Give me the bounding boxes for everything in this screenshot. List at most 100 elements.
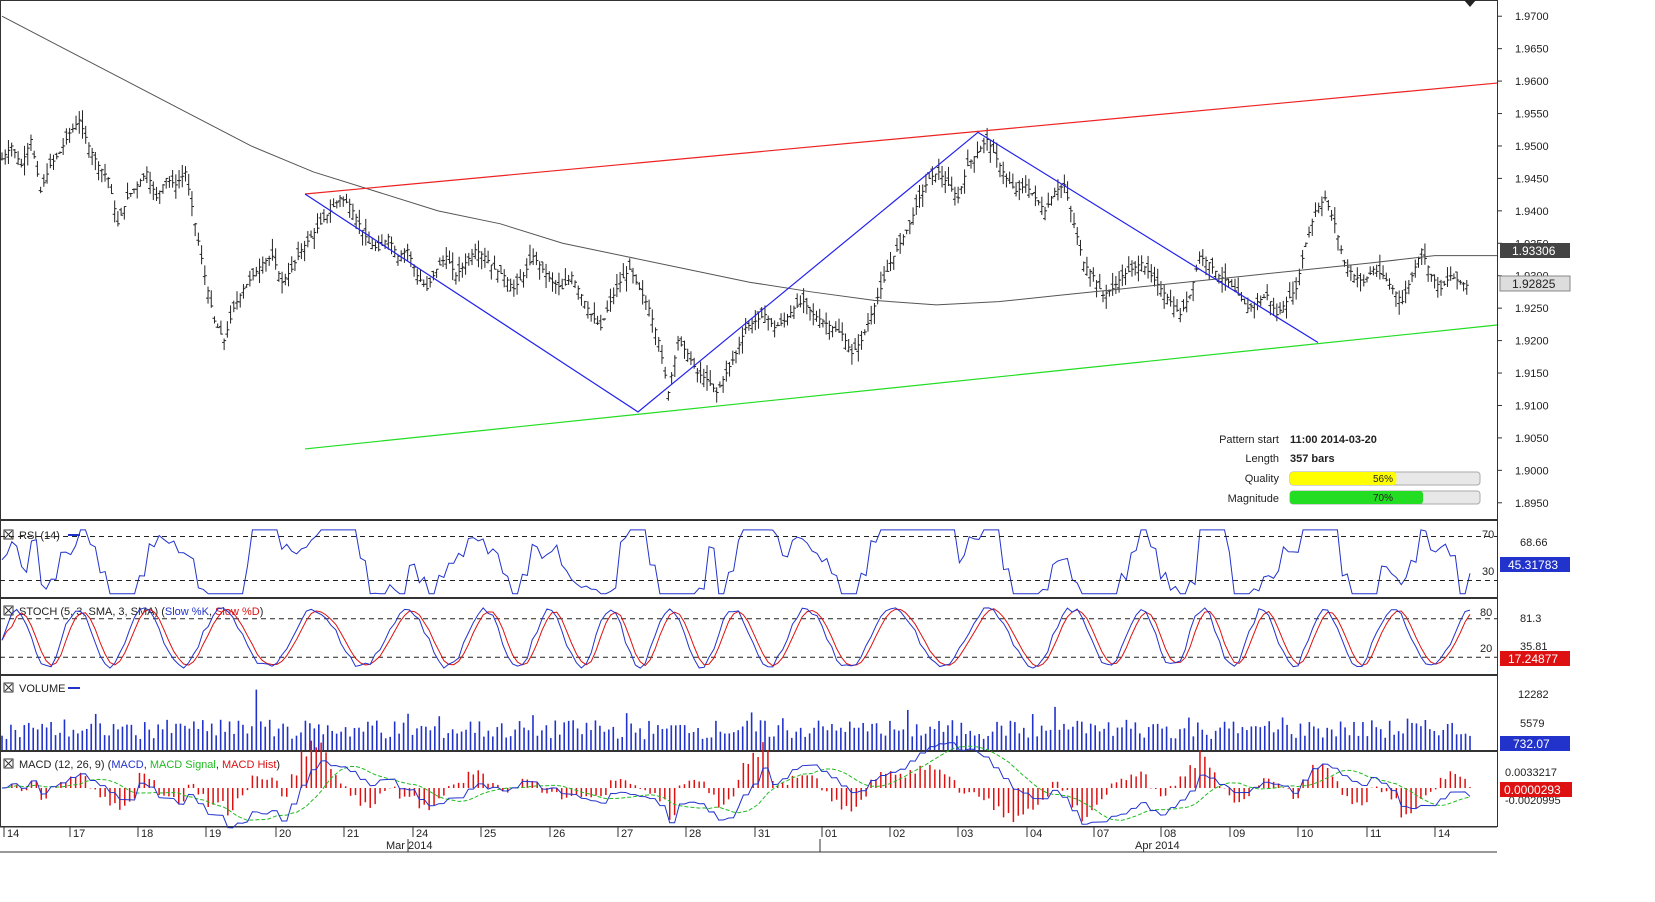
x-tick-label: 31 — [758, 828, 770, 840]
price-tick-label: 1.9700 — [1515, 11, 1549, 23]
stoch-level-20: 20 — [1480, 643, 1492, 655]
volume-current-value: 732.07 — [1513, 737, 1550, 751]
magnitude-bar-fill — [1290, 491, 1423, 504]
x-tick-label: 09 — [1233, 828, 1245, 840]
price-value-tag: 1.92825 — [1499, 275, 1571, 292]
current-price-label: 1.92825 — [1512, 277, 1556, 291]
macd-histogram — [6, 740, 1471, 823]
macd-legend-hist: MACD Hist — [222, 759, 276, 771]
time-axis: 14 17 18 19 20 21 24 25 26 27 28 31 01 02 03 04 07 08 09 10… — [3, 827, 1450, 852]
x-month-label: Mar 2014 — [386, 840, 432, 852]
panel-frame — [0, 598, 1498, 675]
stoch-d-line — [1, 608, 1471, 668]
stoch-title: STOCH (5, 3, SMA, 3, SMA) — [19, 606, 158, 618]
panel-frame — [0, 0, 1498, 520]
price-tick-label: 1.9000 — [1515, 465, 1549, 477]
pattern-info-box: Pattern start 11:00 2014-03-20 Length 35… — [1219, 434, 1481, 505]
resistance-line — [304, 82, 1498, 195]
price-tick-label: 1.9050 — [1515, 433, 1549, 445]
price-tick-label: 1.9150 — [1515, 368, 1549, 380]
x-tick-label: 14 — [1438, 828, 1450, 840]
macd-legend-signal: MACD Signal — [150, 759, 216, 771]
x-tick-label: 17 — [73, 828, 85, 840]
panel-frames — [0, 0, 1498, 853]
x-tick-label: 25 — [484, 828, 496, 840]
rsi-panel: RSI (14) 70 30 68.66 45.31783 — [0, 529, 1570, 595]
price-tick-label: 1.9250 — [1515, 303, 1549, 315]
stoch-k-line — [1, 607, 1471, 669]
pattern-zigzag — [304, 131, 1319, 413]
volume-axis-label-1: 12282 — [1518, 689, 1549, 701]
macd-current-value: 0.0000293 — [1504, 783, 1561, 797]
macd-axis-label-2: -0.0020995 — [1505, 795, 1561, 807]
stoch-axis-label-1: 81.3 — [1520, 613, 1541, 625]
price-panel: 1.9700 1.9650 1.9600 1.9550 1.9500 1.9450 1.94… — [0, 0, 1571, 510]
ma-value-label: 1.93306 — [1512, 244, 1556, 258]
ma-value-tag: 1.93306 — [1500, 243, 1570, 258]
scroll-marker-icon[interactable] — [1464, 0, 1476, 7]
rsi-level-30: 30 — [1482, 566, 1494, 578]
x-tick-label: 24 — [416, 828, 428, 840]
x-tick-label: 14 — [7, 828, 19, 840]
x-tick-label: 08 — [1164, 828, 1176, 840]
macd-legend-macd: MACD — [111, 759, 143, 771]
macd-line — [1, 742, 1471, 829]
volume-bars — [1, 689, 1471, 750]
length-value: 357 bars — [1290, 453, 1335, 465]
svg-text:STOCH (5, 3, SMA, 3, SMA): STOCH (5, 3, SMA, 3, SMA) (Slow %K, Slow… — [19, 606, 263, 618]
x-tick-label: 27 — [621, 828, 633, 840]
rsi-level-70: 70 — [1482, 529, 1494, 541]
price-tick-label: 1.9200 — [1515, 336, 1549, 348]
stoch-level-80: 80 — [1480, 607, 1492, 619]
macd-axis-label-1: 0.0033217 — [1505, 767, 1557, 779]
rsi-value-tag: 45.31783 — [1500, 557, 1570, 572]
quality-bar-fill — [1290, 472, 1397, 485]
price-y-axis: 1.9700 1.9650 1.9600 1.9550 1.9500 1.9450 1.94… — [1497, 11, 1549, 510]
price-tick-label: 1.9650 — [1515, 44, 1549, 56]
moving-average-line — [1, 15, 1497, 306]
quality-label: Quality — [1245, 473, 1280, 485]
x-tick-label: 28 — [689, 828, 701, 840]
volume-axis-label-2: 5579 — [1520, 718, 1544, 730]
magnitude-value: 70% — [1373, 493, 1393, 504]
price-tick-label: 1.9550 — [1515, 109, 1549, 121]
x-tick-label: 19 — [209, 828, 221, 840]
rsi-levels — [0, 536, 1497, 581]
svg-text:MACD (12, 26, 9) (MACD,: MACD (12, 26, 9) (MACD, MACD Signal, MAC… — [19, 759, 280, 771]
stoch-levels — [0, 618, 1497, 658]
support-line — [304, 324, 1498, 450]
price-tick-label: 1.9600 — [1515, 76, 1549, 88]
x-tick-label: 18 — [141, 828, 153, 840]
x-tick-label: 10 — [1301, 828, 1313, 840]
x-tick-label: 26 — [553, 828, 565, 840]
rsi-line — [1, 529, 1471, 595]
x-tick-label: 20 — [279, 828, 291, 840]
x-tick-label: 07 — [1097, 828, 1109, 840]
x-tick-label: 01 — [825, 828, 837, 840]
stoch-axis-label-2: 35.81 — [1520, 641, 1548, 653]
macd-value-tag: 0.0000293 — [1500, 782, 1572, 797]
length-label: Length — [1245, 453, 1279, 465]
macd-panel: MACD (12, 26, 9) (MACD, MACD Signal, MAC… — [1, 740, 1572, 829]
stoch-legend-d: Slow %D — [215, 606, 260, 618]
price-tick-label: 1.9400 — [1515, 206, 1549, 218]
stoch-panel: STOCH (5, 3, SMA, 3, SMA) (Slow %K, Slow… — [0, 605, 1570, 669]
volume-title: VOLUME — [19, 683, 65, 695]
x-tick-label: 02 — [893, 828, 905, 840]
volume-panel: VOLUME 12282 5579 732.07 — [1, 682, 1570, 751]
stoch-current-value: 17.24877 — [1508, 652, 1558, 666]
quality-value: 56% — [1373, 474, 1393, 485]
macd-title: MACD (12, 26, 9) — [19, 759, 105, 771]
macd-signal-line — [1, 745, 1471, 821]
pattern-start-value: 11:00 2014-03-20 — [1290, 434, 1377, 446]
pattern-start-label: Pattern start — [1219, 434, 1279, 446]
x-tick-label: 04 — [1030, 828, 1042, 840]
price-tick-label: 1.9500 — [1515, 141, 1549, 153]
x-tick-label: 21 — [347, 828, 359, 840]
stoch-value-tag: 17.24877 — [1500, 651, 1570, 666]
price-tick-label: 1.8950 — [1515, 498, 1549, 510]
x-tick-label: 03 — [961, 828, 973, 840]
panel-frame — [0, 675, 1498, 751]
rsi-axis-label: 68.66 — [1520, 537, 1548, 549]
